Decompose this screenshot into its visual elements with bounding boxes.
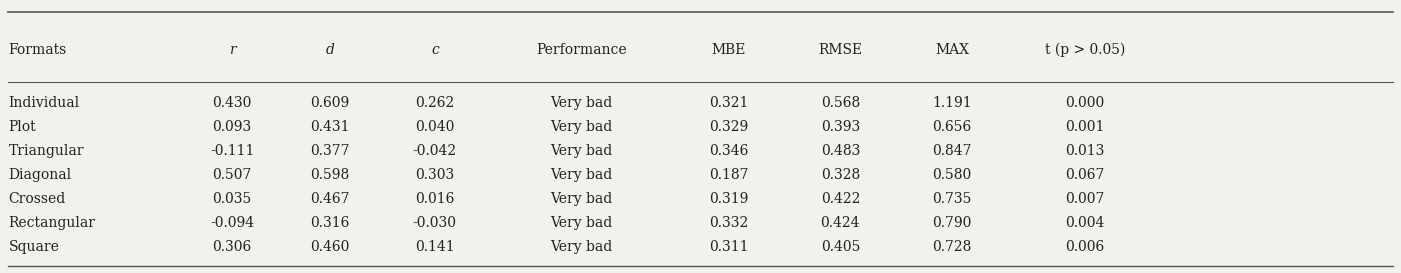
Text: 0.728: 0.728 (933, 240, 972, 254)
Text: Very bad: Very bad (551, 144, 612, 158)
Text: -0.042: -0.042 (413, 144, 457, 158)
Text: MAX: MAX (936, 43, 969, 57)
Text: Very bad: Very bad (551, 96, 612, 110)
Text: 0.141: 0.141 (415, 240, 455, 254)
Text: Performance: Performance (537, 43, 628, 57)
Text: Individual: Individual (8, 96, 80, 110)
Text: 0.311: 0.311 (709, 240, 748, 254)
Text: 0.847: 0.847 (933, 144, 972, 158)
Text: Very bad: Very bad (551, 240, 612, 254)
Text: Formats: Formats (8, 43, 67, 57)
Text: 0.405: 0.405 (821, 240, 860, 254)
Text: 0.422: 0.422 (821, 192, 860, 206)
Text: 0.393: 0.393 (821, 120, 860, 134)
Text: 0.424: 0.424 (821, 216, 860, 230)
Text: MBE: MBE (712, 43, 745, 57)
Text: t (p > 0.05): t (p > 0.05) (1045, 43, 1125, 57)
Text: Diagonal: Diagonal (8, 168, 71, 182)
Text: 0.431: 0.431 (310, 120, 350, 134)
Text: 0.430: 0.430 (213, 96, 252, 110)
Text: 0.187: 0.187 (709, 168, 748, 182)
Text: -0.094: -0.094 (210, 216, 254, 230)
Text: 0.598: 0.598 (311, 168, 350, 182)
Text: Very bad: Very bad (551, 168, 612, 182)
Text: -0.111: -0.111 (210, 144, 255, 158)
Text: 0.735: 0.735 (933, 192, 972, 206)
Text: 0.790: 0.790 (933, 216, 972, 230)
Text: 0.035: 0.035 (213, 192, 252, 206)
Text: 0.006: 0.006 (1065, 240, 1104, 254)
Text: RMSE: RMSE (818, 43, 863, 57)
Text: Triangular: Triangular (8, 144, 84, 158)
Text: c: c (432, 43, 439, 57)
Text: 1.191: 1.191 (933, 96, 972, 110)
Text: Square: Square (8, 240, 59, 254)
Text: 0.580: 0.580 (933, 168, 972, 182)
Text: 0.004: 0.004 (1065, 216, 1105, 230)
Text: Very bad: Very bad (551, 216, 612, 230)
Text: 0.460: 0.460 (310, 240, 350, 254)
Text: 0.016: 0.016 (415, 192, 454, 206)
Text: 0.467: 0.467 (310, 192, 350, 206)
Text: 0.040: 0.040 (415, 120, 454, 134)
Text: 0.319: 0.319 (709, 192, 748, 206)
Text: 0.329: 0.329 (709, 120, 748, 134)
Text: 0.067: 0.067 (1065, 168, 1105, 182)
Text: Plot: Plot (8, 120, 36, 134)
Text: Very bad: Very bad (551, 192, 612, 206)
Text: 0.093: 0.093 (213, 120, 252, 134)
Text: 0.000: 0.000 (1065, 96, 1104, 110)
Text: 0.332: 0.332 (709, 216, 748, 230)
Text: d: d (325, 43, 335, 57)
Text: 0.483: 0.483 (821, 144, 860, 158)
Text: 0.328: 0.328 (821, 168, 860, 182)
Text: 0.303: 0.303 (415, 168, 454, 182)
Text: Very bad: Very bad (551, 120, 612, 134)
Text: -0.030: -0.030 (413, 216, 457, 230)
Text: 0.306: 0.306 (213, 240, 252, 254)
Text: 0.316: 0.316 (310, 216, 350, 230)
Text: Crossed: Crossed (8, 192, 66, 206)
Text: 0.013: 0.013 (1065, 144, 1105, 158)
Text: 0.346: 0.346 (709, 144, 748, 158)
Text: 0.377: 0.377 (310, 144, 350, 158)
Text: 0.568: 0.568 (821, 96, 860, 110)
Text: 0.001: 0.001 (1065, 120, 1105, 134)
Text: 0.262: 0.262 (415, 96, 454, 110)
Text: 0.507: 0.507 (213, 168, 252, 182)
Text: 0.656: 0.656 (933, 120, 972, 134)
Text: Rectangular: Rectangular (8, 216, 95, 230)
Text: 0.609: 0.609 (311, 96, 350, 110)
Text: 0.007: 0.007 (1065, 192, 1105, 206)
Text: 0.321: 0.321 (709, 96, 748, 110)
Text: r: r (228, 43, 235, 57)
